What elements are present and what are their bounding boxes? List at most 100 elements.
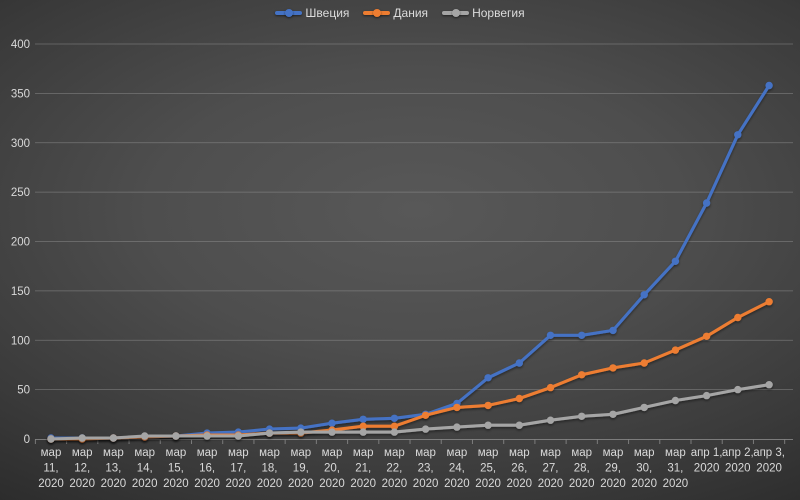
data-point-Норвегия-мар 29, 2020[interactable] [609, 410, 617, 418]
x-axis-label: мар 17, 2020 [226, 447, 252, 490]
x-axis-label: апр 1, 2020 [691, 447, 723, 475]
data-point-Дания-мар 31, 2020[interactable] [671, 346, 680, 354]
data-point-Норвегия-мар 12, 2020[interactable] [78, 434, 86, 442]
data-point-Дания-мар 29, 2020[interactable] [609, 364, 617, 372]
data-point-Швеция-апр 3, 2020[interactable] [765, 81, 773, 90]
data-point-Швеция-мар 29, 2020[interactable] [609, 326, 617, 335]
data-point-Швеция-мар 30, 2020[interactable] [640, 291, 648, 299]
series-line-Дания[interactable] [49, 300, 771, 441]
x-axis-label: мар 31, 2020 [663, 447, 689, 490]
y-axis-label: 300 [11, 138, 30, 150]
y-axis-label: 100 [11, 335, 30, 347]
y-axis-label: 400 [11, 39, 30, 51]
y-axis-label: 150 [11, 286, 30, 298]
data-point-Норвегия-апр 3, 2020[interactable] [765, 381, 773, 389]
series-group-Норвегия [47, 381, 773, 443]
y-axis-label: 250 [11, 187, 30, 199]
y-axis-label: 0 [24, 434, 30, 446]
legend-item-sweden[interactable]: Швеция [275, 7, 349, 19]
x-axis-label: мар 28, 2020 [569, 447, 595, 490]
data-point-Норвегия-мар 20, 2020[interactable] [328, 428, 336, 436]
x-axis-label: мар 15, 2020 [163, 447, 189, 490]
data-point-Норвегия-апр 1, 2020[interactable] [702, 391, 711, 400]
x-axis-label: мар 16, 2020 [194, 447, 220, 490]
data-point-Норвегия-мар 16, 2020[interactable] [203, 432, 211, 440]
data-point-Норвегия-мар 22, 2020[interactable] [390, 428, 399, 436]
data-point-Дания-мар 26, 2020[interactable] [515, 394, 523, 403]
data-point-Дания-мар 28, 2020[interactable] [578, 371, 586, 379]
x-axis-label: мар 18, 2020 [257, 447, 283, 490]
data-point-Норвегия-мар 24, 2020[interactable] [453, 423, 461, 431]
data-point-Норвегия-мар 15, 2020[interactable] [172, 432, 180, 440]
data-point-Швеция-апр 1, 2020[interactable] [702, 199, 711, 207]
data-point-Норвегия-мар 21, 2020[interactable] [359, 428, 367, 436]
legend-item-norway[interactable]: Норвегия [442, 7, 525, 19]
legend-label-denmark: Дания [393, 6, 429, 20]
legend-label-sweden: Швеция [305, 6, 350, 20]
x-axis-label: мар 19, 2020 [288, 447, 314, 490]
data-point-Дания-мар 23, 2020[interactable] [421, 411, 430, 419]
y-axis-label: 200 [11, 237, 30, 249]
data-point-Норвегия-мар 28, 2020[interactable] [578, 412, 586, 420]
x-axis-label: мар 11, 2020 [38, 447, 64, 490]
data-point-Норвегия-мар 27, 2020[interactable] [546, 416, 555, 424]
x-axis-label: мар 30, 2020 [631, 447, 657, 490]
data-point-Дания-мар 21, 2020[interactable] [359, 422, 367, 430]
x-axis-label: мар 13, 2020 [101, 447, 127, 490]
x-axis-label: мар 20, 2020 [319, 447, 345, 490]
legend-item-denmark[interactable]: Дания [363, 7, 428, 19]
x-axis-label: мар 12, 2020 [69, 447, 95, 490]
legend-dot-icon [451, 9, 460, 17]
data-point-Швеция-мар 28, 2020[interactable] [578, 331, 586, 339]
x-axis-label: мар 29, 2020 [600, 447, 626, 490]
x-axis-label: апр 3, 2020 [753, 447, 785, 475]
series-line-Швеция[interactable] [49, 83, 771, 440]
data-point-Дания-мар 22, 2020[interactable] [390, 422, 399, 430]
series-line-Норвегия[interactable] [49, 383, 771, 441]
x-axis-label: мар 24, 2020 [444, 447, 470, 490]
data-point-Норвегия-мар 19, 2020[interactable] [297, 428, 305, 436]
data-point-Дания-апр 2, 2020[interactable] [734, 313, 742, 322]
data-point-Дания-апр 3, 2020[interactable] [765, 298, 773, 306]
data-point-Швеция-мар 27, 2020[interactable] [546, 331, 555, 339]
data-point-Дания-мар 27, 2020[interactable] [546, 383, 555, 392]
data-point-Норвегия-мар 11, 2020[interactable] [47, 435, 55, 443]
x-axis-label: мар 25, 2020 [475, 447, 501, 490]
legend-line-marker-icon [275, 9, 303, 17]
x-axis-label: мар 27, 2020 [538, 447, 564, 490]
data-point-Норвегия-апр 2, 2020[interactable] [734, 385, 742, 394]
data-point-Дания-апр 1, 2020[interactable] [702, 332, 711, 340]
data-point-Норвегия-мар 18, 2020[interactable] [265, 429, 274, 437]
data-point-Швеция-мар 25, 2020[interactable] [484, 374, 492, 382]
data-point-Швеция-апр 2, 2020[interactable] [734, 131, 742, 139]
legend-line-marker-icon [363, 9, 391, 17]
data-point-Норвегия-мар 26, 2020[interactable] [515, 421, 523, 429]
data-point-Норвегия-мар 31, 2020[interactable] [671, 396, 680, 405]
data-point-Норвегия-мар 30, 2020[interactable] [640, 403, 648, 412]
x-axis-label: мар 26, 2020 [507, 447, 533, 490]
data-point-Дания-мар 24, 2020[interactable] [453, 403, 461, 412]
data-point-Швеция-мар 20, 2020[interactable] [328, 419, 336, 427]
x-axis-label: апр 2, 2020 [722, 447, 754, 475]
series-group-Дания [47, 298, 773, 443]
data-point-Швеция-мар 21, 2020[interactable] [359, 415, 367, 423]
data-point-Швеция-мар 22, 2020[interactable] [390, 414, 399, 422]
data-point-Норвегия-мар 17, 2020[interactable] [234, 432, 242, 440]
chart-legend: Швеция Дания Норвегия [0, 7, 800, 19]
data-point-Дания-мар 30, 2020[interactable] [640, 359, 648, 367]
data-point-Норвегия-мар 13, 2020[interactable] [109, 434, 118, 442]
legend-dot-icon [284, 9, 293, 17]
legend-label-norway: Норвегия [472, 6, 525, 20]
data-point-Дания-мар 25, 2020[interactable] [484, 401, 492, 410]
x-axis-label: мар 23, 2020 [413, 447, 439, 490]
data-point-Норвегия-мар 23, 2020[interactable] [421, 425, 430, 433]
y-axis-label: 50 [17, 385, 30, 397]
data-point-Швеция-мар 26, 2020[interactable] [515, 359, 523, 367]
data-point-Норвегия-мар 14, 2020[interactable] [141, 432, 149, 440]
x-axis-label: мар 14, 2020 [132, 447, 158, 490]
data-point-Швеция-мар 31, 2020[interactable] [671, 257, 680, 265]
legend-dot-icon [372, 9, 381, 17]
data-point-Норвегия-мар 25, 2020[interactable] [484, 421, 492, 429]
